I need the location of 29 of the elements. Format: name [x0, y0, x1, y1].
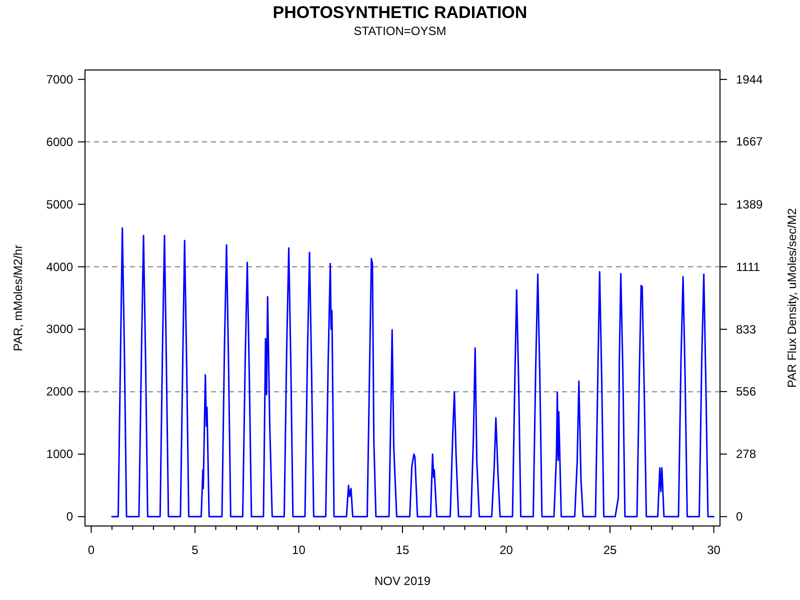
y2-tick-label: 1111 [736, 260, 760, 274]
x-tick-label: 0 [88, 543, 95, 557]
y-tick-label: 1000 [46, 447, 74, 462]
y2-tick-label: 833 [736, 322, 756, 336]
x-tick-label: 20 [500, 543, 514, 557]
y2-tick-label: 1667 [736, 134, 764, 149]
chart-title: PHOTOSYNTHETIC RADIATION [272, 3, 528, 22]
y2-tick-label: 278 [736, 447, 756, 462]
y-axis-title: PAR, mMoles/M2/hr [11, 244, 25, 352]
y-tick-label: 3000 [46, 322, 74, 336]
x-tick-label: 25 [603, 543, 618, 557]
chart-subtitle: STATION=OYSM [354, 24, 446, 38]
y2-tick-label: 1944 [736, 72, 764, 86]
y-tick-label: 6000 [46, 134, 74, 149]
y2-tick-label: 0 [736, 510, 743, 524]
y-tick-label: 2000 [46, 384, 74, 399]
y-tick-label: 0 [66, 510, 74, 524]
line-series [111, 227, 715, 518]
x-tick-label: 30 [707, 543, 721, 557]
y2-tick-label: 1389 [736, 197, 764, 212]
y-tick-label: 4000 [46, 260, 74, 274]
y-tick-label: 7000 [46, 72, 74, 86]
x-tick-label: 10 [292, 543, 306, 557]
x-axis-title: NOV 2019 [374, 574, 431, 588]
y-tick-label: 5000 [46, 197, 74, 212]
x-tick-label: 5 [192, 543, 199, 557]
y2-axis-title: PAR Flux Density, uMoles/sec/M2 [785, 208, 799, 388]
x-tick-label: 15 [396, 543, 410, 557]
y2-tick-label: 556 [736, 384, 756, 399]
